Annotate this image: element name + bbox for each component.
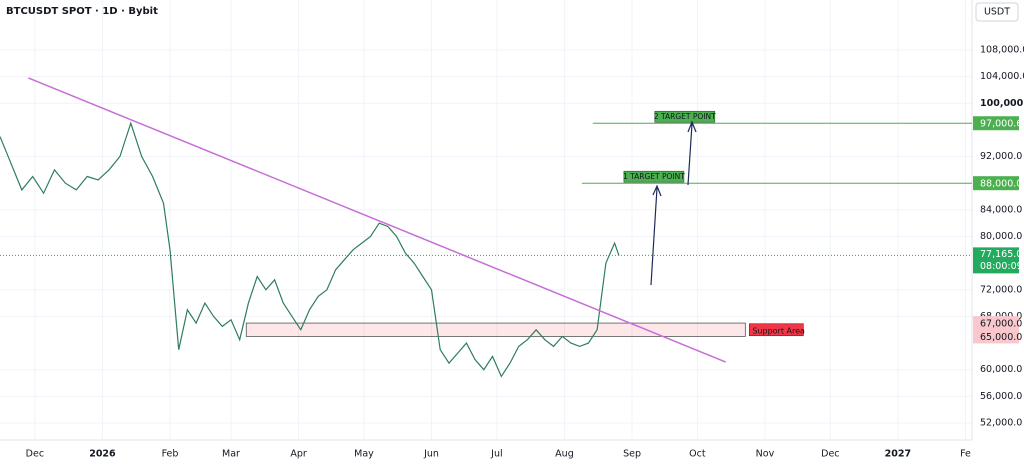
x-tick-label: Fe: [960, 449, 971, 460]
x-tick-label: Jun: [423, 449, 439, 460]
price-tag-label: 67,000.0: [980, 319, 1022, 330]
price-tag-label: 65,000.0: [980, 332, 1022, 343]
y-tick-label: 56,000.0: [980, 391, 1022, 402]
x-tick-label: Mar: [222, 449, 240, 460]
zone-label: Support Area: [752, 326, 805, 335]
countdown: 08:00:09: [980, 261, 1023, 272]
price-tag-label: 88,000.0: [980, 179, 1022, 190]
x-tick-label: Oct: [689, 449, 706, 460]
x-tick-label: Nov: [756, 449, 775, 460]
price-line: [0, 121, 620, 378]
currency[interactable]: USDT: [984, 7, 1010, 18]
y-tick-label: 84,000.0: [980, 204, 1022, 215]
chart-title: BTCUSDT SPOT · 1D · Bybit: [6, 6, 158, 17]
y-tick-label: 60,000.0: [980, 364, 1022, 375]
price-tag: [973, 176, 1019, 191]
x-tick-label: Apr: [290, 449, 307, 460]
target-label-box: [654, 110, 716, 123]
arrow: [650, 184, 662, 286]
price-tag: [973, 247, 1019, 274]
target-label-box: [623, 170, 685, 183]
target-label: 1 TARGET POINT: [623, 172, 685, 181]
x-tick-label: Aug: [555, 449, 574, 460]
x-tick-label: Sep: [623, 449, 641, 460]
x-tick-label: Feb: [162, 449, 179, 460]
y-tick-label: 100,000.0: [980, 98, 1024, 109]
zone-label-box: [749, 323, 804, 337]
price-tag: [973, 316, 1019, 331]
x-tick-label: May: [354, 449, 374, 460]
y-tick-label: 92,000.0: [980, 151, 1022, 162]
support-zone: [245, 322, 746, 337]
y-tick-label: 80,000.0: [980, 231, 1022, 242]
x-tick-label: Jul: [490, 449, 502, 460]
currency-box[interactable]: [975, 2, 1019, 22]
y-tick-label: 72,000.0: [980, 284, 1022, 295]
x-tick-label: Dec: [26, 449, 44, 460]
y-tick-label: 52,000.0: [980, 418, 1022, 429]
x-tick-label: 2027: [885, 449, 911, 460]
y-tick-label: 104,000.0: [980, 71, 1024, 82]
price-tag-label: 77,165.0: [980, 249, 1022, 260]
price-tag: [973, 329, 1019, 344]
x-tick-label: Dec: [821, 449, 839, 460]
price-tag-label: 97,000.6: [980, 119, 1022, 130]
x-tick-label: 2026: [89, 449, 116, 460]
arrow: [687, 120, 697, 186]
price-tag: [973, 116, 1019, 131]
trend-line: [28, 77, 727, 363]
target-label: 2 TARGET POINT: [654, 112, 716, 121]
y-tick-label: 108,000.0: [980, 44, 1024, 55]
